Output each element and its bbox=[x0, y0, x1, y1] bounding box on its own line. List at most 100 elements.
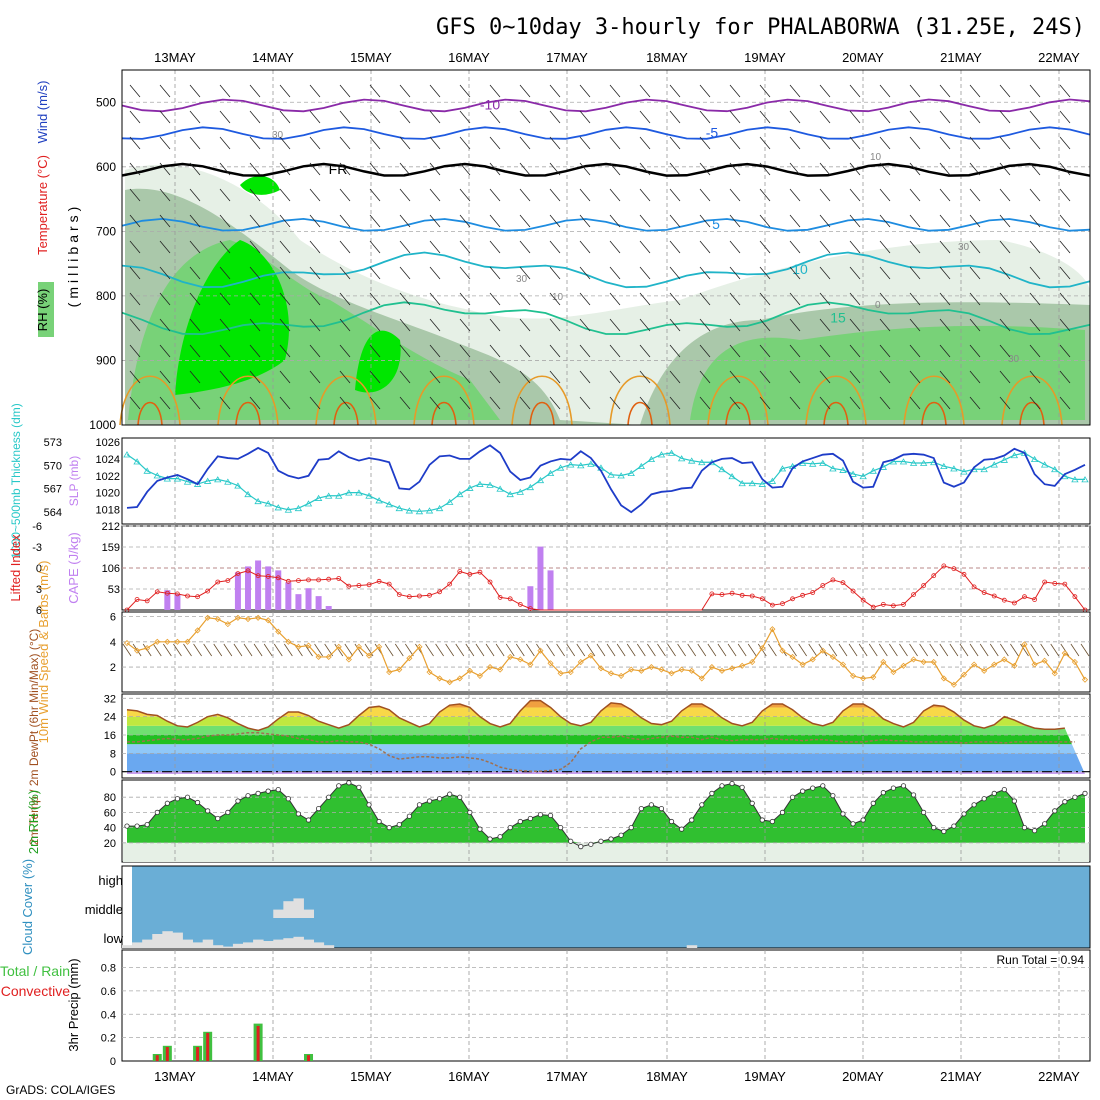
wind-barb bbox=[219, 240, 231, 254]
rh-point bbox=[820, 783, 826, 789]
rh-point bbox=[900, 783, 907, 789]
surface-wind-barb bbox=[999, 643, 1009, 657]
wind-speed-point bbox=[849, 672, 857, 679]
side-label-convective: Convective bbox=[1, 983, 70, 999]
middle-cloud-bar bbox=[303, 909, 315, 918]
wind-barb bbox=[669, 370, 681, 384]
lifted-index-point bbox=[356, 583, 362, 588]
wind-barb bbox=[369, 110, 381, 124]
warm-contour bbox=[609, 375, 671, 426]
temperature-contour-label: 15 bbox=[830, 310, 846, 326]
temperature-contour-label: -10 bbox=[480, 97, 500, 113]
rh-point bbox=[759, 817, 765, 823]
surface-wind-barb bbox=[848, 643, 858, 657]
cape-bar bbox=[285, 582, 292, 610]
rh-point bbox=[1011, 798, 1018, 804]
low-cloud-bar bbox=[273, 939, 284, 948]
wind-barb bbox=[759, 214, 771, 228]
wind-barb bbox=[579, 188, 591, 202]
lifted-index-point bbox=[739, 592, 745, 598]
wind-speed-point bbox=[900, 662, 907, 669]
wind-barb bbox=[129, 162, 141, 176]
thickness-point bbox=[869, 467, 877, 474]
wind-speed-point bbox=[396, 666, 403, 673]
wind-barb bbox=[459, 240, 471, 254]
wind-speed-point bbox=[557, 670, 564, 677]
lifted-index-point bbox=[477, 569, 483, 575]
wind-barb bbox=[309, 396, 321, 410]
rh-point bbox=[608, 836, 614, 842]
surface-wind-barb bbox=[505, 643, 515, 657]
wind-speed-point bbox=[950, 681, 957, 688]
wind-barb bbox=[729, 110, 741, 124]
wind-barb bbox=[609, 214, 621, 228]
wind-barb bbox=[369, 370, 381, 384]
wind-barb bbox=[939, 214, 951, 228]
wind-barb bbox=[309, 214, 321, 228]
thickness-point bbox=[607, 471, 615, 478]
warm-contour-inner bbox=[235, 401, 261, 426]
warm-contour bbox=[903, 375, 965, 426]
wind-barb bbox=[1059, 318, 1071, 332]
wind-barb bbox=[969, 136, 981, 150]
rh-point bbox=[860, 817, 866, 823]
lifted-index-point bbox=[800, 592, 806, 598]
wind-barb bbox=[189, 84, 201, 98]
wind-barb bbox=[729, 266, 741, 280]
lifted-index-point bbox=[729, 590, 735, 596]
wind-speed-point bbox=[527, 661, 534, 668]
wind-barb bbox=[789, 110, 801, 124]
surface-wind-barb bbox=[495, 643, 505, 657]
surface-wind-barb bbox=[485, 643, 495, 657]
wind-barb bbox=[879, 162, 891, 176]
wind-barb bbox=[339, 110, 351, 124]
thickness-point bbox=[254, 497, 262, 505]
wind-speed-point bbox=[597, 665, 605, 672]
wind-barb bbox=[999, 188, 1011, 202]
thickness-point bbox=[506, 490, 514, 498]
surface-wind-barb bbox=[626, 643, 636, 657]
lifted-index-point bbox=[1052, 581, 1058, 586]
wind-barb bbox=[819, 162, 831, 176]
wind-barb bbox=[339, 396, 351, 410]
wind-barb bbox=[879, 344, 891, 358]
warm-contour-inner bbox=[725, 401, 751, 426]
surface-wind-barb bbox=[828, 643, 838, 657]
wind-barb bbox=[579, 84, 591, 98]
wind-barb bbox=[609, 110, 621, 124]
wind-barb bbox=[879, 292, 891, 306]
wind-barb bbox=[159, 84, 171, 98]
rh-point bbox=[194, 799, 201, 806]
surface-wind-barb bbox=[233, 643, 243, 657]
wind-barb bbox=[399, 188, 411, 202]
surface-wind-barb bbox=[1080, 643, 1090, 657]
temperature-contour bbox=[121, 162, 1091, 177]
surface-wind-barb bbox=[173, 643, 182, 657]
ylabel-rh2m: 2m RH (%) bbox=[26, 790, 41, 854]
rh-contour-label: 10 bbox=[552, 292, 564, 303]
surface-wind-barb bbox=[838, 643, 848, 657]
lifted-index-point bbox=[336, 576, 342, 581]
warm-contour bbox=[511, 375, 573, 426]
wind-barb bbox=[399, 214, 411, 228]
temp-panel-frame bbox=[121, 693, 1091, 779]
thickness-point bbox=[778, 465, 787, 472]
surface-wind-barb bbox=[163, 643, 172, 657]
lifted-index-point bbox=[154, 589, 160, 595]
wind-barb bbox=[369, 318, 381, 332]
slp-tick-label: 1026 bbox=[96, 437, 120, 449]
date-label-bottom: 13MAY bbox=[154, 1069, 196, 1084]
dewpt-line bbox=[127, 731, 1075, 772]
wind-barb bbox=[489, 162, 501, 176]
thickness-point bbox=[919, 459, 928, 466]
wind-speed-point bbox=[123, 639, 131, 647]
rh-point bbox=[507, 824, 513, 831]
wind-barb bbox=[519, 266, 531, 280]
wind-barb bbox=[369, 240, 381, 254]
rh-point bbox=[618, 832, 624, 838]
wind-barb bbox=[219, 318, 231, 332]
surface-wind-barb bbox=[969, 643, 979, 657]
thickness-point bbox=[577, 462, 585, 469]
wind-barb bbox=[729, 344, 741, 358]
